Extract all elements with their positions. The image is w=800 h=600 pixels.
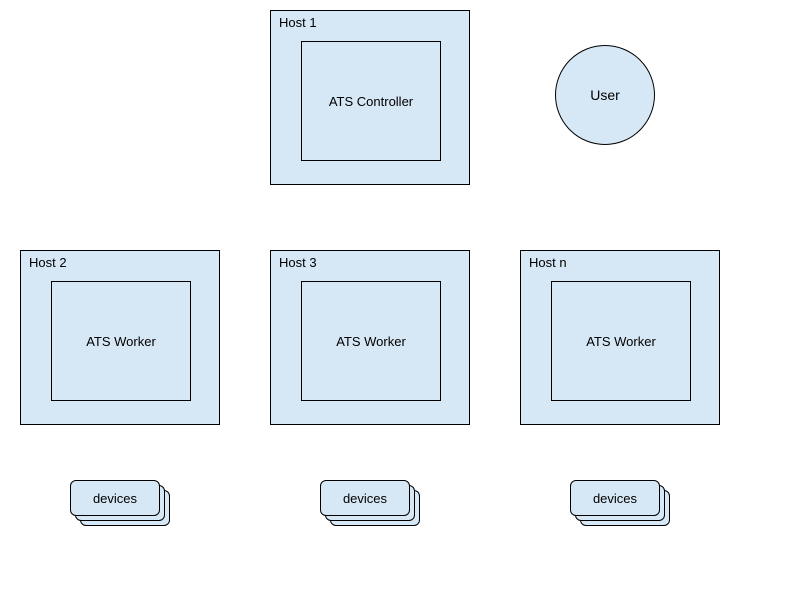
devices-label: devices bbox=[93, 491, 137, 506]
devices-stack-3: devices bbox=[570, 480, 670, 526]
devices-label: devices bbox=[593, 491, 637, 506]
host-2: Host 2 ATS Worker bbox=[20, 250, 220, 425]
host-1-label: Host 1 bbox=[279, 15, 317, 30]
host-n: Host n ATS Worker bbox=[520, 250, 720, 425]
ats-controller-label: ATS Controller bbox=[329, 94, 413, 109]
user-node: User bbox=[555, 45, 655, 145]
device-card: devices bbox=[570, 480, 660, 516]
ats-worker-n-box: ATS Worker bbox=[551, 281, 691, 401]
ats-worker-3-label: ATS Worker bbox=[336, 334, 406, 349]
host-2-label: Host 2 bbox=[29, 255, 67, 270]
device-card: devices bbox=[70, 480, 160, 516]
host-1: Host 1 ATS Controller bbox=[270, 10, 470, 185]
ats-worker-3-box: ATS Worker bbox=[301, 281, 441, 401]
ats-worker-n-label: ATS Worker bbox=[586, 334, 656, 349]
devices-label: devices bbox=[343, 491, 387, 506]
host-3: Host 3 ATS Worker bbox=[270, 250, 470, 425]
device-card: devices bbox=[320, 480, 410, 516]
host-n-label: Host n bbox=[529, 255, 567, 270]
user-label: User bbox=[590, 87, 620, 103]
devices-stack-2: devices bbox=[320, 480, 420, 526]
ats-controller-box: ATS Controller bbox=[301, 41, 441, 161]
ats-worker-2-box: ATS Worker bbox=[51, 281, 191, 401]
ats-worker-2-label: ATS Worker bbox=[86, 334, 156, 349]
devices-stack-1: devices bbox=[70, 480, 170, 526]
host-3-label: Host 3 bbox=[279, 255, 317, 270]
